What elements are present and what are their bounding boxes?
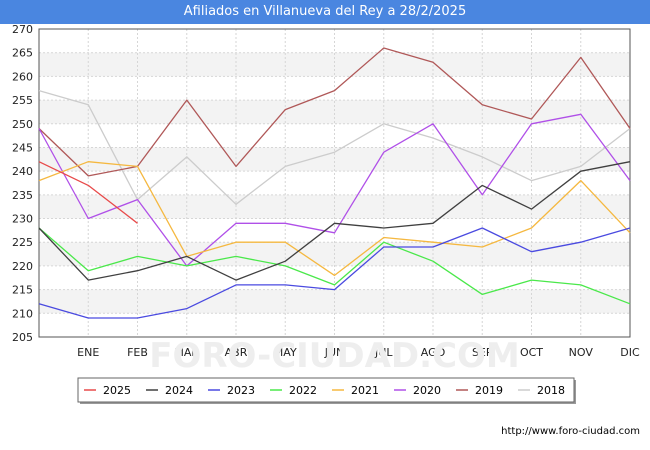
series-line-2025	[38, 161, 138, 224]
series-line-2023	[38, 227, 631, 319]
x-tick-label: NOV	[569, 346, 594, 359]
series-line-2022	[38, 227, 631, 305]
y-tick-label: 245	[12, 141, 33, 154]
grid-band	[39, 147, 630, 172]
line-chart: 205 210 215 220 225 230 235 240 245 250 255 260 265 2…	[12, 23, 640, 404]
legend-label-2025: 2025	[103, 384, 131, 397]
y-tick-label: 220	[12, 260, 33, 273]
legend-label-2023: 2023	[227, 384, 255, 397]
y-tick-label: 265	[12, 47, 33, 60]
x-tick-label: ENE	[77, 346, 99, 359]
y-tick-label: 250	[12, 118, 33, 131]
x-tick-label: JUL	[374, 346, 393, 359]
x-tick-label: JUN	[324, 346, 345, 359]
x-tick-label: OCT	[520, 346, 543, 359]
y-tick-label: 240	[12, 165, 33, 178]
plot-border	[38, 28, 631, 338]
legend-label-2021: 2021	[351, 384, 379, 397]
x-tick-label: MAR	[174, 346, 199, 359]
x-tick-label: FEB	[127, 346, 148, 359]
x-tick-label: SEP	[472, 346, 493, 359]
legend-label-2024: 2024	[165, 384, 193, 397]
y-tick-label: 230	[12, 213, 33, 226]
y-tick-label: 255	[12, 94, 33, 107]
x-tick-label: AGO	[421, 346, 446, 359]
chart-title: Afiliados en Villanueva del Rey a 28/2/2…	[0, 0, 650, 24]
watermark: FORO-CIUDAD.COM	[149, 336, 520, 376]
legend-label-2022: 2022	[289, 384, 317, 397]
series-line-2024	[38, 161, 631, 281]
x-tick-label: ABR	[225, 346, 248, 359]
series-line-2021	[38, 161, 631, 277]
y-tick-label: 260	[12, 70, 33, 83]
legend-label-2020: 2020	[413, 384, 441, 397]
grid-band	[39, 100, 630, 124]
legend-label-2018: 2018	[537, 384, 565, 397]
y-tick-label: 210	[12, 307, 33, 320]
x-tick-label: DIC	[620, 346, 640, 359]
y-tick-label: 205	[12, 331, 33, 344]
y-tick-label: 225	[12, 236, 33, 249]
legend-label-2019: 2019	[475, 384, 503, 397]
grid-band	[39, 52, 630, 77]
footer-url: http://www.foro-ciudad.com	[501, 426, 640, 437]
legend-box	[77, 377, 575, 403]
y-tick-label: 235	[12, 189, 33, 202]
x-tick-label: MAY	[274, 346, 297, 359]
y-tick-label: 215	[12, 284, 33, 297]
y-tick-label: 270	[12, 23, 33, 36]
series-line-2020	[38, 113, 631, 267]
